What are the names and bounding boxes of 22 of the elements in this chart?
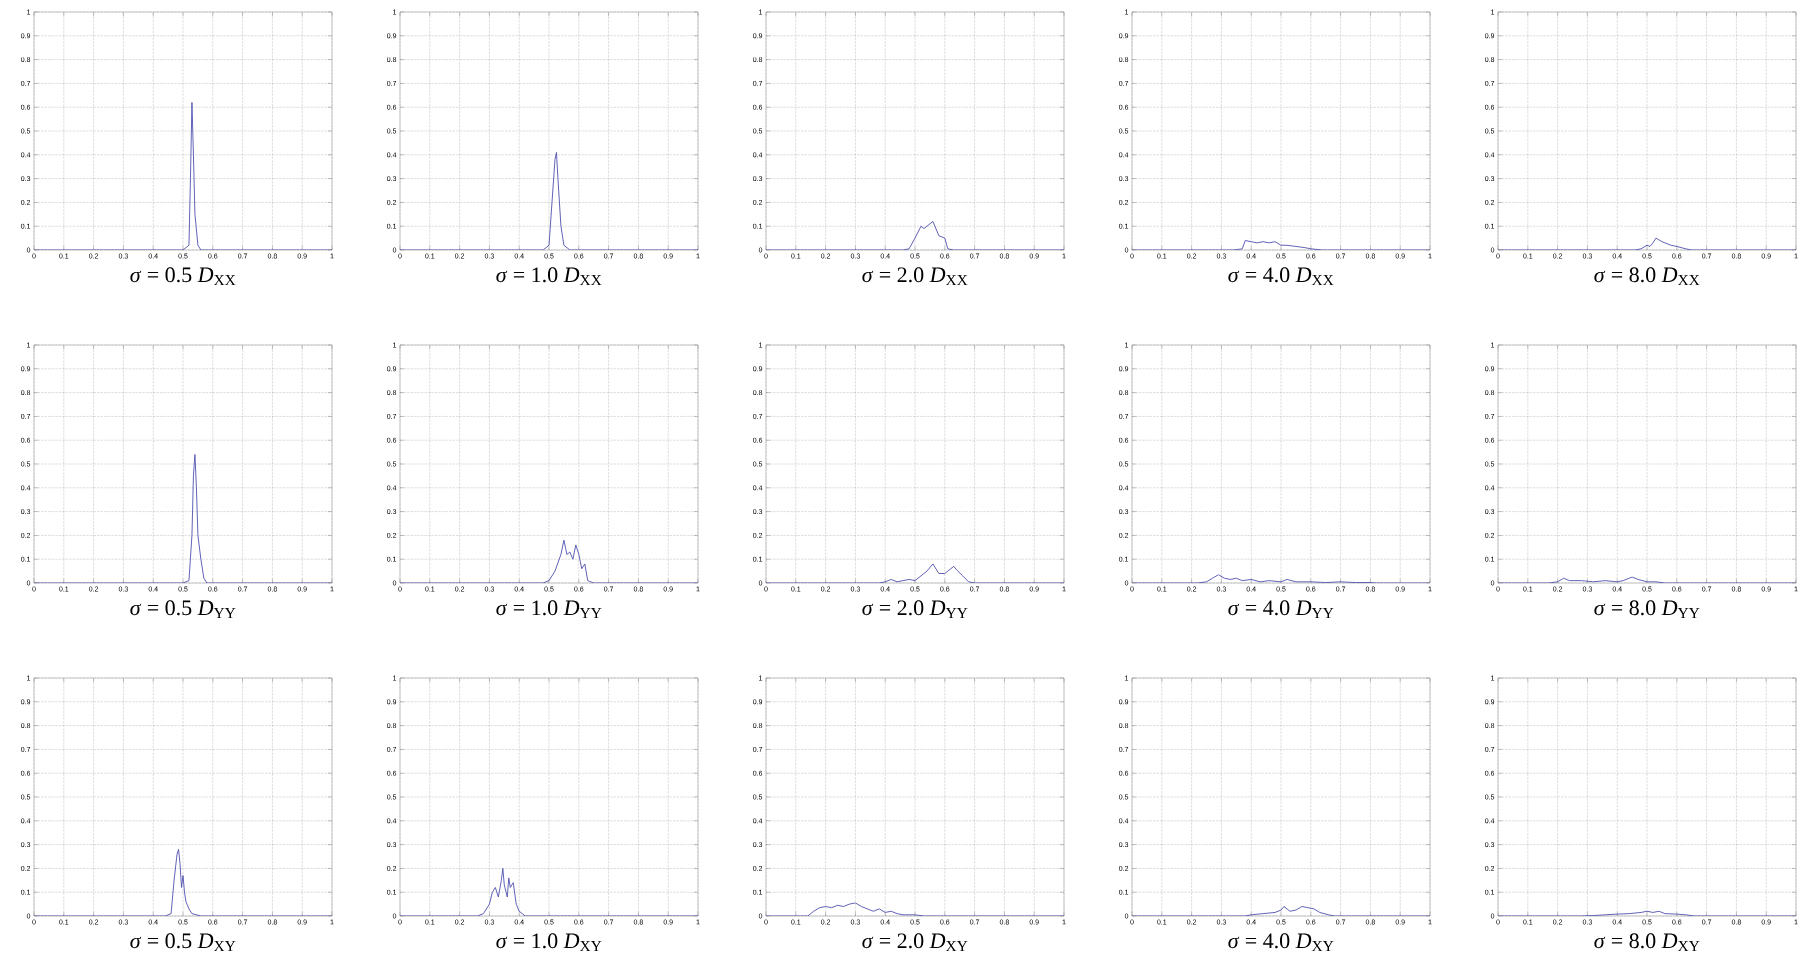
x-axis-title: σ = 4.0 D$_{YY}$ [1228,600,1334,619]
x-axis-title: σ = 0.5 D$_{XY}$ [130,933,236,952]
line-series [400,867,699,917]
x-axis-title: σ = 4.0 D$_{XX}$ [1228,267,1334,286]
x-axis-title: σ = 8.0 D$_{XX}$ [1594,267,1700,286]
x-axis-title: σ = 0.5 D$_{XX}$ [130,267,236,286]
line-series [34,454,333,584]
x-axis-title: σ = 8.0 D$_{XY}$ [1594,933,1700,952]
x-axis-title: σ = 1.0 D$_{XX}$ [496,267,602,286]
x-axis-title: σ = 2.0 D$_{YY}$ [862,600,968,619]
x-axis-title: σ = 0.5 D$_{YY}$ [130,600,236,619]
x-axis-title: σ = 1.0 D$_{YY}$ [496,600,602,619]
x-axis-title: σ = 4.0 D$_{XY}$ [1228,933,1334,952]
x-axis-title: σ = 2.0 D$_{XY}$ [862,933,968,952]
line-series [1132,240,1431,251]
line-series [1132,906,1431,917]
line-series [1132,574,1431,584]
x-axis-title: σ = 2.0 D$_{XX}$ [862,267,968,286]
line-series [400,539,699,584]
line-series [1498,237,1797,251]
x-axis-title: σ = 1.0 D$_{XY}$ [496,933,602,952]
x-axis-title: σ = 8.0 D$_{YY}$ [1594,600,1700,619]
